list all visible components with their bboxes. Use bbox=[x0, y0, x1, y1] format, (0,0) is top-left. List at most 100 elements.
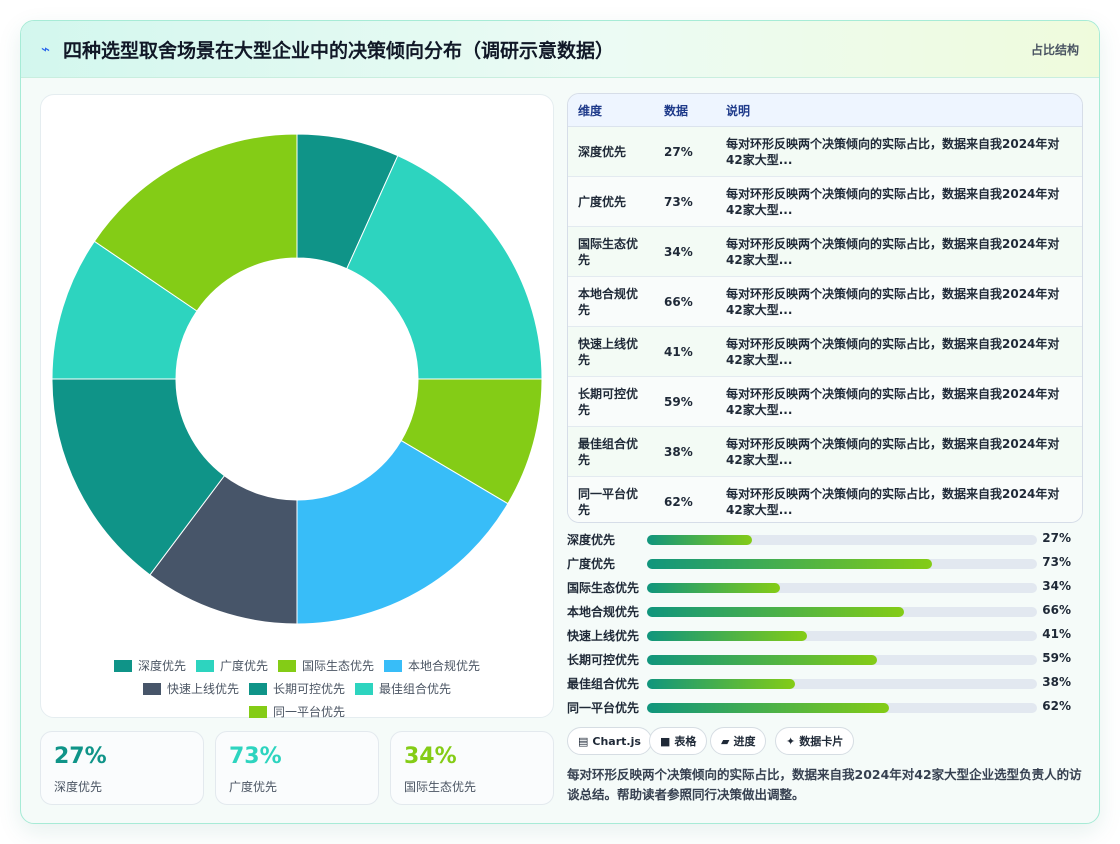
legend-label: 长期可控优先 bbox=[272, 682, 345, 696]
row-dimension: 同一平台优先 bbox=[568, 476, 654, 522]
row-value: 59% bbox=[654, 376, 716, 427]
progress-label: 广度优先 bbox=[567, 557, 616, 571]
chip-icon: ▤ bbox=[578, 734, 589, 748]
row-description: 每对环形反映两个决策倾向的实际占比，数据来自我2024年对42家大型... bbox=[716, 226, 1082, 277]
progress-value: 27% bbox=[1042, 531, 1071, 545]
legend-item[interactable]: 长期可控优先 bbox=[248, 680, 345, 697]
table-row: 广度优先 73% 每对环形反映两个决策倾向的实际占比，数据来自我2024年对42家大… bbox=[568, 176, 1082, 227]
row-value: 62% bbox=[654, 476, 716, 522]
chip-label: 表格 bbox=[674, 735, 697, 748]
progress-row: 快速上线优先 41% bbox=[567, 627, 1081, 643]
row-value: 73% bbox=[654, 176, 716, 227]
progress-row: 本地合规优先 66% bbox=[567, 603, 1081, 619]
row-value: 66% bbox=[654, 276, 716, 327]
stat-card: 27% 深度优先 bbox=[40, 731, 204, 805]
view-chip[interactable]: ▰ 进度 bbox=[710, 727, 767, 755]
row-dimension: 快速上线优先 bbox=[568, 326, 654, 377]
row-description: 每对环形反映两个决策倾向的实际占比，数据来自我2024年对42家大型... bbox=[716, 176, 1082, 227]
view-chip[interactable]: ▤ Chart.js bbox=[567, 727, 652, 755]
donut-slice[interactable] bbox=[51, 378, 226, 576]
chart-type-badge: 占比结构 bbox=[1030, 43, 1079, 57]
bolt-icon: ⌁ bbox=[41, 40, 51, 58]
progress-label: 同一平台优先 bbox=[567, 701, 640, 715]
row-description: 每对环形反映两个决策倾向的实际占比，数据来自我2024年对42家大型... bbox=[716, 126, 1082, 177]
stat-card: 34% 国际生态优先 bbox=[390, 731, 554, 805]
row-description: 每对环形反映两个决策倾向的实际占比，数据来自我2024年对42家大型... bbox=[716, 426, 1082, 477]
progress-value: 38% bbox=[1042, 675, 1071, 689]
progress-row: 广度优先 73% bbox=[567, 555, 1081, 571]
table-row: 本地合规优先 66% 每对环形反映两个决策倾向的实际占比，数据来自我2024年对42… bbox=[568, 276, 1082, 327]
donut-chart-panel: 深度优先 广度优先 国际生态优先 本地合规优先快速上线优先 长期可控优先 最佳组合优先同一… bbox=[40, 94, 554, 720]
view-chip[interactable]: ✦ 数据卡片 bbox=[775, 727, 855, 755]
progress-row: 国际生态优先 34% bbox=[567, 579, 1081, 595]
legend-label: 本地合规优先 bbox=[408, 659, 481, 673]
row-value: 27% bbox=[654, 126, 716, 177]
progress-value: 62% bbox=[1042, 699, 1071, 713]
progress-value: 34% bbox=[1042, 579, 1071, 593]
progress-label: 深度优先 bbox=[567, 533, 616, 547]
chip-icon: ▰ bbox=[721, 734, 730, 748]
row-description: 每对环形反映两个决策倾向的实际占比，数据来自我2024年对42家大型... bbox=[716, 276, 1082, 327]
row-dimension: 国际生态优先 bbox=[568, 226, 654, 277]
row-dimension: 本地合规优先 bbox=[568, 276, 654, 327]
legend-label: 最佳组合优先 bbox=[379, 682, 452, 696]
legend-item[interactable]: 本地合规优先 bbox=[384, 657, 480, 674]
progress-fill bbox=[647, 559, 932, 569]
chip-label: Chart.js bbox=[592, 734, 641, 748]
table-row: 快速上线优先 41% 每对环形反映两个决策倾向的实际占比，数据来自我2024年对42… bbox=[568, 326, 1082, 377]
progress-fill bbox=[647, 583, 780, 593]
progress-track bbox=[647, 655, 1037, 665]
chart-legend: 深度优先 广度优先 国际生态优先 本地合规优先快速上线优先 长期可控优先 最佳组合优先同一… bbox=[41, 657, 553, 720]
donut-chart bbox=[51, 133, 543, 625]
chip-icon: ■ bbox=[660, 734, 671, 748]
progress-track bbox=[647, 703, 1037, 713]
legend-item[interactable]: 快速上线优先 bbox=[142, 680, 239, 697]
chip-label: 数据卡片 bbox=[799, 735, 844, 748]
row-dimension: 深度优先 bbox=[568, 126, 654, 177]
progress-label: 国际生态优先 bbox=[567, 581, 640, 595]
legend-item[interactable]: 国际生态优先 bbox=[278, 657, 374, 674]
row-value: 41% bbox=[654, 326, 716, 377]
legend-label: 国际生态优先 bbox=[302, 659, 375, 673]
stat-cards: 27% 深度优先 73% 广度优先 34% 国际生态优先 bbox=[40, 731, 554, 805]
view-chip[interactable]: ■ 表格 bbox=[649, 727, 708, 755]
legend-swatch bbox=[113, 659, 132, 672]
table-header-value: 数据 bbox=[654, 94, 716, 127]
legend-swatch bbox=[355, 682, 373, 695]
row-dimension: 最佳组合优先 bbox=[568, 426, 654, 477]
progress-track bbox=[647, 607, 1037, 617]
progress-track bbox=[647, 583, 1037, 593]
progress-fill bbox=[647, 607, 905, 617]
table-row: 同一平台优先 62% 每对环形反映两个决策倾向的实际占比，数据来自我2024年对42… bbox=[568, 476, 1082, 522]
donut-slice[interactable] bbox=[93, 133, 298, 312]
legend-swatch bbox=[278, 659, 296, 672]
progress-track bbox=[647, 631, 1037, 641]
legend-label: 深度优先 bbox=[137, 659, 186, 673]
stat-value: 73% bbox=[229, 744, 282, 769]
legend-swatch bbox=[384, 659, 403, 672]
donut-slice[interactable] bbox=[296, 439, 509, 625]
legend-item[interactable]: 广度优先 bbox=[195, 657, 268, 674]
donut-slice[interactable] bbox=[346, 155, 543, 380]
legend-item[interactable]: 最佳组合优先 bbox=[355, 680, 451, 697]
progress-label: 快速上线优先 bbox=[567, 629, 640, 643]
progress-track bbox=[647, 535, 1037, 545]
progress-value: 59% bbox=[1042, 651, 1071, 665]
legend-item[interactable]: 深度优先 bbox=[113, 657, 186, 674]
row-dimension: 长期可控优先 bbox=[568, 376, 654, 427]
progress-row: 深度优先 27% bbox=[567, 531, 1081, 547]
legend-swatch bbox=[248, 682, 267, 695]
progress-value: 41% bbox=[1042, 627, 1071, 641]
progress-value: 73% bbox=[1042, 555, 1071, 569]
row-value: 34% bbox=[654, 226, 716, 277]
table-row: 最佳组合优先 38% 每对环形反映两个决策倾向的实际占比，数据来自我2024年对42… bbox=[568, 426, 1082, 477]
table-row: 深度优先 27% 每对环形反映两个决策倾向的实际占比，数据来自我2024年对42家大… bbox=[568, 126, 1082, 177]
legend-item[interactable]: 同一平台优先 bbox=[248, 703, 345, 720]
stat-label: 广度优先 bbox=[229, 780, 278, 794]
progress-row: 长期可控优先 59% bbox=[567, 651, 1081, 667]
legend-label: 广度优先 bbox=[219, 659, 268, 673]
card-header: ⌁ 四种选型取舍场景在大型企业中的决策倾向分布（调研示意数据） 占比结构 bbox=[21, 21, 1099, 78]
legend-swatch bbox=[142, 682, 161, 695]
progress-fill bbox=[647, 655, 878, 665]
stat-value: 27% bbox=[54, 744, 107, 769]
